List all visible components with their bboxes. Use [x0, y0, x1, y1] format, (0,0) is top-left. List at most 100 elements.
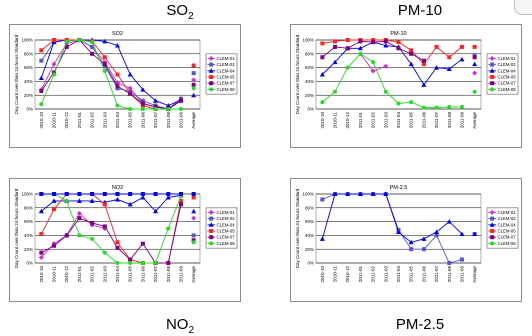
- so2-series-clem-02-point: [128, 89, 133, 94]
- pm25-x-tick-label: 2011-04: [396, 266, 401, 283]
- pm10-series-clem-05-point: [447, 55, 452, 60]
- so2-x-tick-label: 2010-12: [64, 112, 69, 129]
- pm10-series-clem-04-point: [408, 61, 414, 67]
- pm25-legend-clem-02-marker: [490, 216, 495, 221]
- pm25-page-title: PM-2.5: [395, 316, 445, 333]
- no2-legend-clem-05-marker: [209, 229, 214, 233]
- no2-series-clem-05-point: [178, 198, 183, 203]
- pm10-series-clem-08-point: [333, 89, 338, 94]
- pm10-series-clem-08-point: [409, 100, 414, 105]
- pm10-legend-clem-05-marker-shape: [490, 75, 495, 79]
- so2-series-clem-02-point: [90, 44, 95, 49]
- no2-plot-area: [34, 193, 201, 264]
- so2-series-clem-05-point: [39, 48, 44, 53]
- pm10-series-clem-05-point: [421, 62, 426, 67]
- no2-x-tick-label: 2010-11: [52, 266, 57, 283]
- no2-x-tick-label: 2010-12: [64, 266, 69, 283]
- so2-series-clem-08-point: [115, 103, 120, 108]
- so2-legend-clem-02-marker-shape: [209, 62, 214, 67]
- no2-series-unlabeled-point: [52, 192, 57, 196]
- so2-series-clem-08-point: [52, 72, 57, 77]
- so2-series-clem-07-point: [140, 101, 145, 106]
- so2-series-clem-08: [39, 38, 196, 111]
- so2-x-tick-label: 2011-01: [77, 112, 82, 129]
- no2-series-unlabeled-point: [166, 192, 171, 196]
- pm25-series-clem-04-point: [383, 191, 389, 196]
- pm10-series-clem-08-point: [345, 65, 350, 70]
- so2-series-clem-07-point: [178, 98, 183, 103]
- no2-series-clem-07-point: [115, 245, 120, 250]
- no2-y-tick-label: 100%: [21, 192, 33, 197]
- so2-chart-title: SO2: [112, 31, 123, 37]
- so2-x-tick-label: 2011-08: [166, 112, 171, 129]
- pm10-legend-clem-02-marker: [490, 62, 495, 67]
- pm10-y-tick-label: 0%: [307, 107, 314, 112]
- so2-series-clem-08-point: [90, 40, 95, 45]
- pm10-series-clem-04-line: [322, 41, 463, 86]
- no2-legend-clem-01-label: CLEM-01: [217, 210, 236, 215]
- pm10-legend-clem-08-marker-shape: [490, 87, 495, 92]
- so2-series-clem-05-point: [115, 72, 120, 77]
- no2-x-tick-label: 2011-02: [90, 266, 95, 283]
- no2-series-clem-02-average-point: [191, 233, 196, 238]
- pm25-series-clem-02-point: [459, 257, 464, 262]
- so2-series-clem-01-point: [127, 85, 133, 91]
- no2-series-unlabeled-point: [115, 192, 120, 196]
- no2-legend-clem-04-marker-shape: [208, 222, 214, 227]
- so2-chart: SO2 0% 20% 40% 60% 80% 100%Day Count over than…: [14, 31, 238, 129]
- so2-legend-clem-07-label: CLEM-07: [217, 81, 236, 86]
- no2-series-clem-04-line: [41, 194, 182, 212]
- no2-x-tick-label: 2011-03: [102, 266, 107, 283]
- pm25-chart-title: PM-2.5: [390, 185, 408, 191]
- so2-series-clem-08-point: [128, 107, 133, 111]
- so2-series-clem-08-line: [40, 39, 181, 110]
- pm10-series-clem-01-point: [370, 68, 376, 74]
- no2-series-clem-07-average-point: [191, 238, 196, 243]
- pm10-legend-clem-01-label: CLEM-01: [498, 56, 517, 61]
- no2-x-tick-label: 2011-07: [153, 266, 158, 283]
- no2-series-unlabeled-point: [90, 192, 95, 196]
- no2-series-clem-04-point: [115, 197, 120, 202]
- so2-series-clem-08-average-point: [191, 86, 196, 91]
- so2-legend-clem-04-label: CLEM-04: [217, 68, 236, 73]
- no2-series-clem-04-average-point: [191, 208, 197, 214]
- no2-y-tick-label: 20%: [24, 247, 33, 252]
- pm10-series-clem-04-point: [446, 66, 452, 71]
- pm10-x-tick-label: 2011-01: [358, 112, 363, 129]
- pm10-series-clem-04-point: [357, 45, 363, 51]
- pm25-y-tick-label: 100%: [302, 192, 314, 197]
- so2-legend-clem-07-marker: [209, 81, 214, 86]
- pm10-series-clem-05-point: [434, 44, 439, 49]
- pm10-series-clem-04-point: [459, 56, 465, 62]
- pm25-series-clem-04-point: [396, 229, 401, 234]
- no2-series-unlabeled-point: [128, 192, 133, 196]
- pm10-y-tick-label: 40%: [305, 79, 314, 84]
- pm25-x-tick-label: 2011-01: [358, 266, 363, 283]
- so2-series-clem-01-point: [51, 61, 57, 67]
- pm25-x-tick-label: 2011-02: [371, 266, 376, 283]
- no2-chart-title: NO2: [112, 185, 123, 191]
- pm25-series-clem-04-point: [459, 231, 465, 237]
- pm10-legend-clem-07-label: CLEM-07: [498, 81, 517, 86]
- pm10-series-clem-07-point: [358, 39, 363, 44]
- pm10-series-clem-08-point: [434, 105, 439, 110]
- so2-y-tick-label: 20%: [24, 93, 33, 98]
- pm10-legend-clem-05-marker: [490, 75, 495, 79]
- no2-series-clem-04-point: [51, 198, 57, 203]
- pm25-x-tick-label: 2011-07: [434, 266, 439, 283]
- so2-series-clem-04-point: [140, 87, 146, 92]
- pm10-x-tick-label: 2011-02: [371, 112, 376, 129]
- pm10-series-clem-08-line: [322, 53, 462, 109]
- no2-y-tick-label: 40%: [24, 233, 33, 238]
- pm10-series-clem-05-line: [322, 39, 463, 65]
- so2-legend-clem-02-marker: [209, 62, 214, 67]
- pm10-series-clem-01-average-point: [472, 70, 478, 76]
- so2-legend-clem-01-label: CLEM-01: [217, 56, 236, 61]
- no2-series-clem-07-point: [140, 241, 145, 246]
- pm25-legend-clem-04-label: CLEM-04: [498, 222, 517, 227]
- pm10-chart-panel: PM-10 0% 20% 40% 60% 80% 100% Day Count over th…: [290, 24, 522, 148]
- so2-series-clem-08-point: [153, 107, 158, 111]
- pm25-series-clem-04-point: [408, 239, 414, 245]
- pm10-x-tick-label: 2011-05: [409, 112, 414, 129]
- no2-series-clem-07-line: [41, 204, 182, 264]
